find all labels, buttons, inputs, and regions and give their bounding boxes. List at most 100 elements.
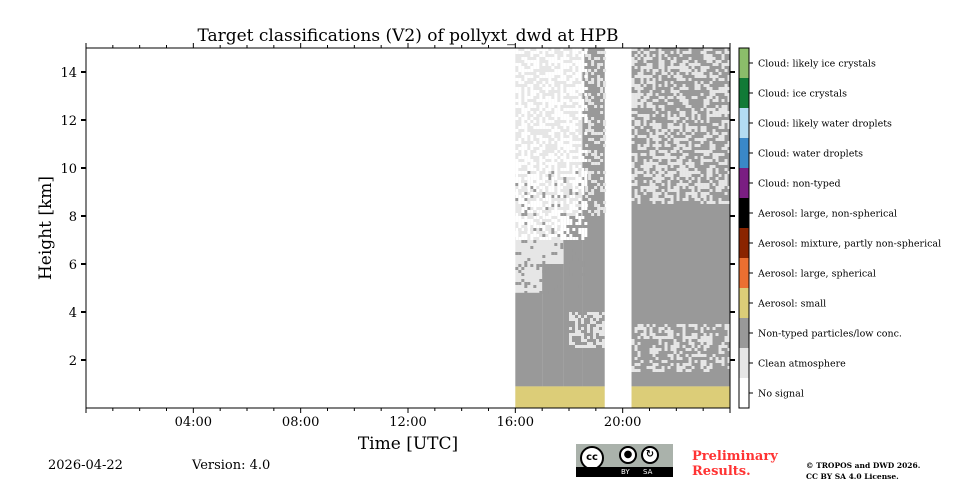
speckle-cell [724,90,728,93]
speckle-cell [658,54,662,57]
speckle-cell [718,72,722,75]
speckle-cell [658,132,662,135]
speckle-cell [658,327,662,330]
speckle-cell [591,138,595,141]
speckle-cell [673,93,677,96]
speckle-cell [585,144,589,147]
y-tick-label: 2 [69,354,77,369]
speckle-cell [652,78,656,81]
speckle-cell [721,186,725,189]
share-alike-icon: ↻ [641,446,659,464]
speckle-cell [581,60,585,63]
speckle-cell [600,159,604,162]
speckle-cell [530,201,534,204]
speckle-cell [566,270,570,273]
speckle-cell [682,171,686,174]
speckle-cell [557,78,561,81]
speckle-cell [539,108,543,111]
speckle-cell [676,177,680,180]
speckle-cell [646,81,650,84]
speckle-cell [706,201,710,204]
speckle-cell [581,321,584,324]
speckle-cell [724,324,728,327]
speckle-cell [673,345,677,348]
speckle-cell [596,324,599,327]
speckle-cell [691,192,695,195]
speckle-cell [667,201,671,204]
speckle-cell [715,63,719,66]
speckle-cell [640,186,644,189]
speckle-cell [727,327,731,330]
speckle-cell [600,87,604,90]
speckle-cell [649,351,653,354]
speckle-cell [551,288,555,291]
speckle-cell [700,129,704,132]
speckle-cell [584,207,588,210]
speckle-cell [560,138,564,141]
speckle-cell [631,60,635,63]
speckle-cell [560,63,564,66]
speckle-cell [703,345,707,348]
speckle-cell [694,75,698,78]
speckle-cell [640,360,644,363]
speckle-cell [688,342,692,345]
speckle-cell [548,105,552,108]
speckle-cell [667,180,671,183]
speckle-cell [542,147,546,150]
speckle-cell [594,132,598,135]
speckle-cell [700,126,704,129]
speckle-cell [539,93,543,96]
speckle-cell [649,93,653,96]
speckle-cell [661,171,665,174]
speckle-cell [700,327,704,330]
speckle-cell [542,186,546,189]
speckle-cell [727,141,731,144]
speckle-cell [560,75,564,78]
speckle-cell [575,99,579,102]
speckle-cell [658,192,662,195]
speckle-cell [533,213,537,216]
speckle-cell [646,114,650,117]
speckle-cell [670,150,674,153]
speckle-cell [566,222,570,225]
speckle-cell [655,180,659,183]
speckle-cell [578,177,582,180]
speckle-cell [584,48,588,51]
speckle-cell [697,177,701,180]
speckle-cell [727,333,731,336]
speckle-cell [706,366,710,369]
speckle-cell [539,180,543,183]
speckle-cell [661,183,665,186]
speckle-cell [631,366,635,369]
speckle-cell [718,348,722,351]
speckle-cell [524,216,528,219]
speckle-cell [560,222,564,225]
speckle-cell [554,219,558,222]
speckle-cell [554,228,558,231]
speckle-cell [679,54,683,57]
speckle-cell [578,54,582,57]
speckle-cell [575,87,579,90]
speckle-cell [694,87,698,90]
speckle-cell [652,183,656,186]
speckle-cell [575,72,579,75]
plot-area [515,48,731,408]
speckle-cell [721,360,725,363]
speckle-cell [551,105,555,108]
speckle-cell [524,138,528,141]
speckle-cell [527,159,531,162]
speckle-cell [575,48,579,51]
speckle-cell [539,120,543,123]
speckle-cell [652,99,656,102]
speckle-cell [518,114,522,117]
speckle-cell [727,51,731,54]
speckle-cell [637,354,641,357]
speckle-cell [688,48,692,51]
speckle-cell [685,60,689,63]
speckle-cell [560,99,564,102]
speckle-cell [518,69,522,72]
speckle-cell [694,168,698,171]
speckle-cell [646,93,650,96]
speckle-cell [718,60,722,63]
speckle-cell [518,165,522,168]
